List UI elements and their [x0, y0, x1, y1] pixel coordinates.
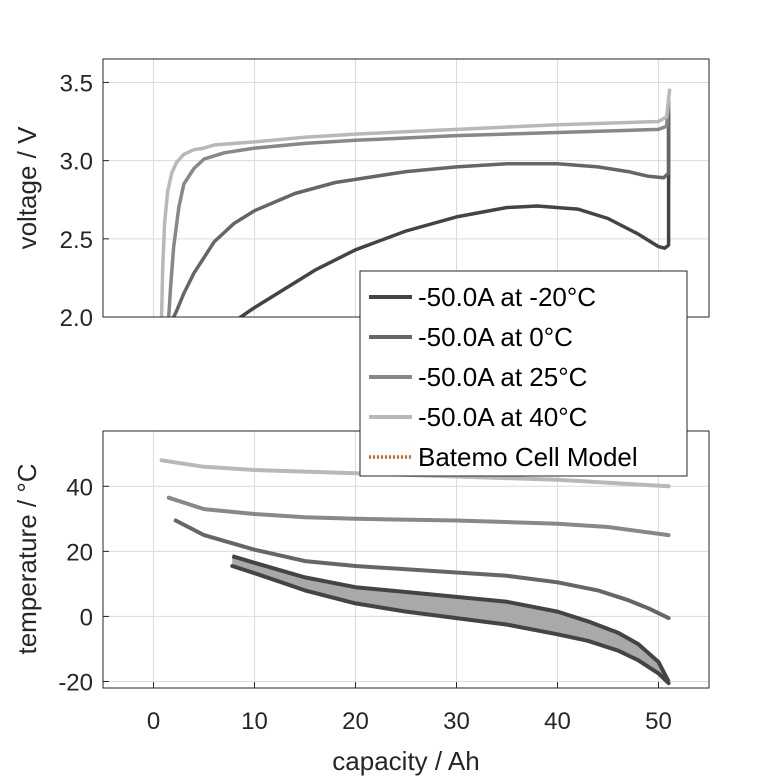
legend-label-50-0a-at-20-c: -50.0A at -20°C — [418, 282, 596, 312]
legend-box — [359, 270, 688, 477]
legend-label-50-0a-at-0-c: -50.0A at 0°C — [418, 322, 573, 352]
temperature-y-tick-label: -20 — [58, 669, 93, 696]
legend: -50.0A at -20°C -50.0A at 0°C -50.0A at 25… — [359, 270, 688, 477]
voltage-series-50-0a-at-40-c — [159, 88, 672, 317]
temperature-band-50-0a-at-20-c — [232, 556, 669, 684]
temperature-series-50-0a-at-25-c — [166, 495, 671, 538]
temperature-y-tick-label: 40 — [66, 474, 93, 501]
legend-label-batemo-cell-model: Batemo Cell Model — [418, 442, 638, 472]
voltage-series-50-0a-at-0-c — [171, 99, 671, 317]
legend-label-50-0a-at-25-c: -50.0A at 25°C — [418, 362, 587, 392]
capacity-x-tick-label: 40 — [544, 708, 571, 735]
temperature-axes: -20 0 20 40 0 10 20 30 40 50 temperature / °C ca… — [12, 430, 710, 776]
temperature-series-50-0a-at-0-c — [173, 518, 671, 621]
voltage-y-tick-label: 3.0 — [60, 149, 93, 176]
voltage-series-50-0a-at-25-c — [166, 96, 671, 317]
voltage-y-tick-label: 3.5 — [60, 70, 93, 97]
temperature-y-tick-label: 20 — [66, 539, 93, 566]
temperature-series-50-0a-at-20-c — [230, 564, 671, 686]
voltage-axis-label: voltage / V — [12, 126, 42, 250]
voltage-y-tick-label: 2.0 — [60, 305, 93, 332]
temperature-series-50-0a-at-40-c — [159, 458, 671, 489]
capacity-x-tick-label: 30 — [443, 708, 470, 735]
voltage-series-50-0a-at-20-c — [237, 111, 671, 317]
voltage-y-tick-label: 2.5 — [60, 227, 93, 254]
legend-label-50-0a-at-40-c: -50.0A at 40°C — [418, 402, 587, 432]
temperature-axis-label: temperature / °C — [12, 463, 42, 654]
capacity-x-tick-label: 50 — [645, 708, 672, 735]
capacity-x-tick-label: 0 — [147, 708, 160, 735]
capacity-x-tick-label: 10 — [241, 708, 268, 735]
temperature-y-tick-label: 0 — [80, 604, 93, 631]
capacity-x-tick-label: 20 — [342, 708, 369, 735]
capacity-axis-label: capacity / Ah — [332, 746, 479, 776]
temperature-series-upper-50-0a-at-20-c — [231, 554, 671, 683]
